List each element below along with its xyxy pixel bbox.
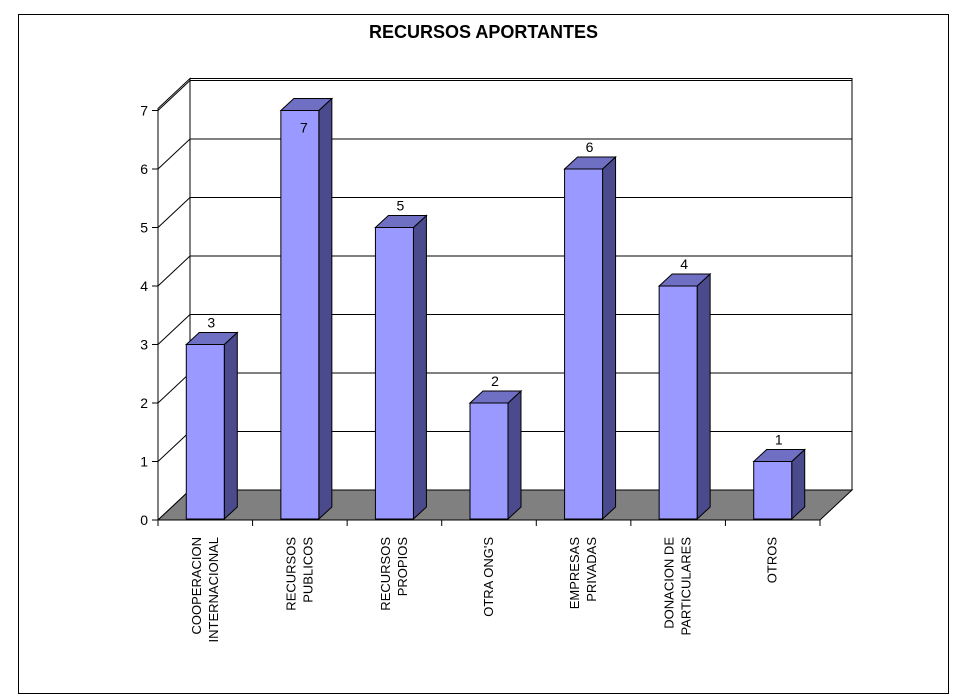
bar-front (753, 461, 793, 520)
category-label-line: COOPERACION (189, 537, 204, 635)
data-label: 7 (300, 120, 308, 136)
y-tick-label: 2 (140, 395, 148, 411)
gridline (157, 314, 852, 345)
bar-side (318, 97, 333, 521)
category-label-line: PRIVADAS (584, 537, 599, 602)
category-label-line: RECURSOS (283, 537, 298, 611)
category-label-line: PUBLICOS (300, 537, 315, 603)
bar-front (185, 344, 225, 520)
gridline (157, 255, 852, 287)
bar (374, 214, 428, 521)
gridline (157, 80, 852, 111)
y-tick-label: 5 (140, 220, 148, 236)
category-label-line: INTERNACIONAL (206, 537, 221, 642)
bar (752, 448, 806, 521)
gridline (157, 197, 852, 228)
category-label-line: EMPRESAS (567, 537, 582, 610)
bar (563, 155, 617, 521)
y-tick-label: 1 (140, 454, 148, 470)
category-label: RECURSOS PUBLICOS (283, 537, 315, 611)
y-tick-label: 4 (140, 278, 148, 294)
y-tick-label: 6 (140, 161, 148, 177)
category-label: RECURSOS PROPIOS (378, 537, 410, 611)
y-tick-label: 7 (140, 103, 148, 119)
y-tick-label: 3 (140, 337, 148, 353)
y-axis: 0 1 2 3 4 5 6 7 (140, 103, 821, 528)
bar-front (469, 402, 509, 520)
data-label: 5 (397, 198, 405, 214)
category-label: COOPERACION INTERNACIONAL (189, 537, 221, 642)
bars (185, 97, 806, 521)
y-tick-label: 0 (140, 512, 148, 528)
bar (657, 272, 712, 521)
bar (279, 97, 334, 521)
gridline (157, 138, 852, 170)
bar-front (658, 285, 698, 520)
category-label-line: OTRA ONG'S (481, 537, 496, 617)
data-label: 2 (491, 373, 499, 389)
bar (468, 389, 523, 521)
data-label: 6 (586, 139, 594, 155)
category-label-line: RECURSOS (378, 537, 393, 611)
bar-side (507, 389, 522, 521)
data-label: 1 (775, 432, 783, 448)
bar-side (223, 331, 238, 521)
data-label: 4 (680, 256, 688, 272)
category-label: DONACION DE PARTICULARES (662, 537, 694, 636)
bar (185, 331, 239, 521)
bar-front (564, 168, 604, 520)
bar-front (374, 227, 414, 520)
bar-side (696, 272, 711, 521)
category-label-line: DONACION DE (662, 537, 677, 629)
category-label: OTROS (765, 537, 780, 584)
bar-side (412, 214, 427, 521)
bar-front (280, 110, 320, 520)
category-label-line: PROPIOS (395, 537, 410, 597)
category-label-line: PARTICULARES (679, 537, 694, 636)
bar-side (602, 155, 617, 521)
category-label: EMPRESAS PRIVADAS (567, 537, 599, 610)
chart-title: RECURSOS APORTANTES (368, 22, 599, 42)
data-label: 3 (207, 315, 215, 331)
category-label-line: OTROS (765, 537, 780, 584)
side-wall (157, 77, 191, 522)
category-label: OTRA ONG'S (481, 537, 496, 617)
